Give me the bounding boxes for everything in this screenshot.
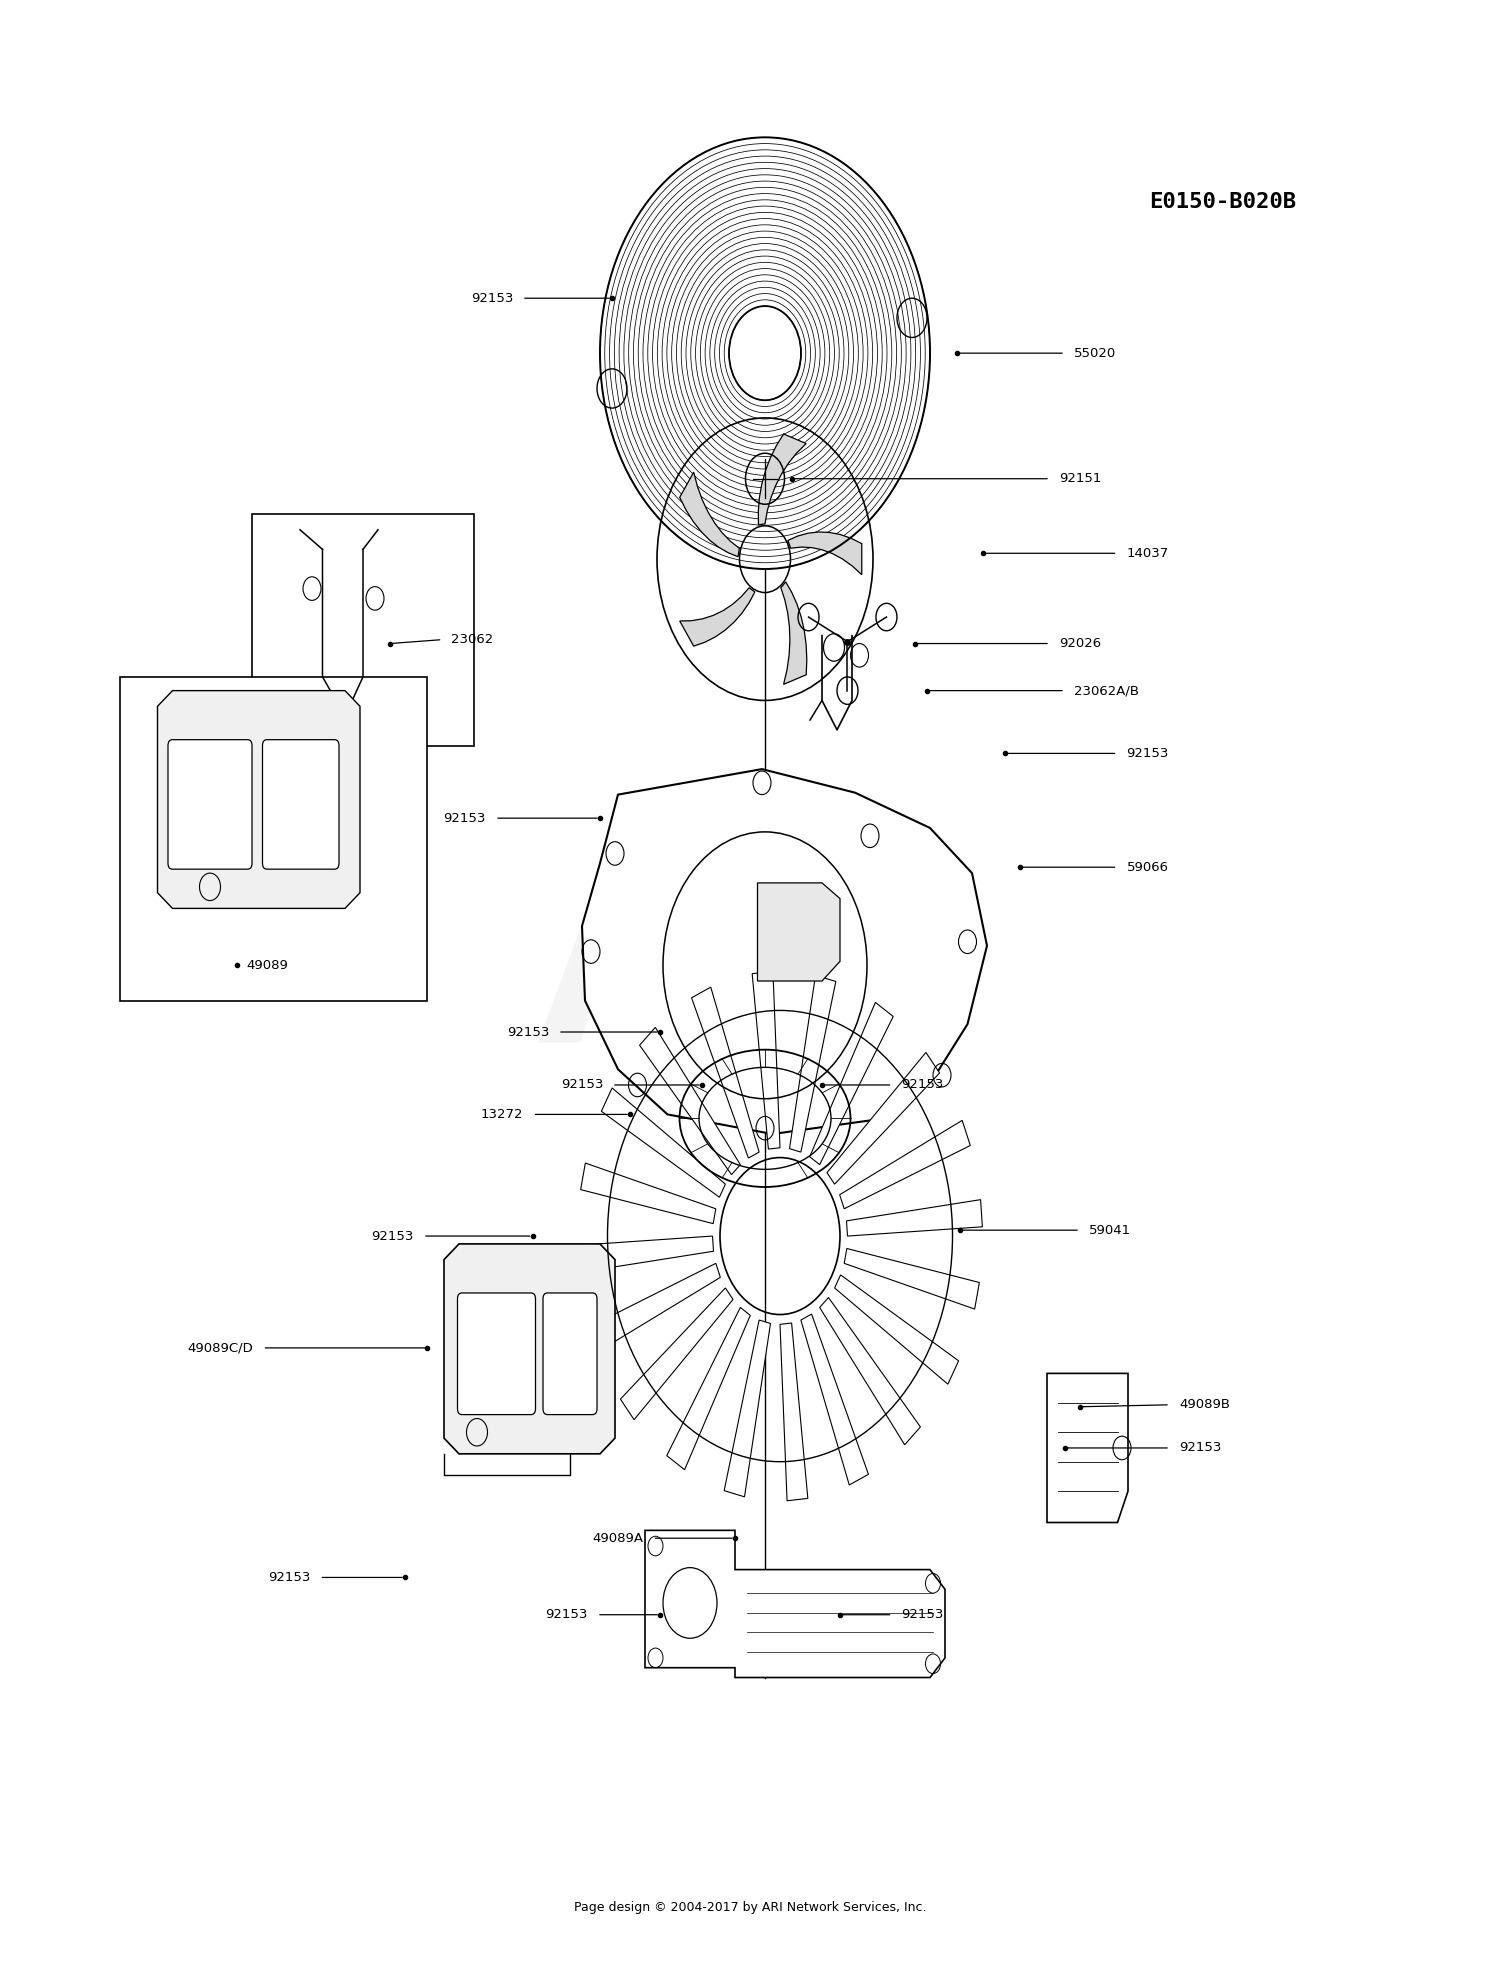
FancyBboxPatch shape [458, 1293, 536, 1415]
Text: 49089A: 49089A [592, 1532, 644, 1544]
Polygon shape [668, 1307, 750, 1470]
Polygon shape [578, 1236, 714, 1273]
Text: 92153: 92153 [546, 1609, 588, 1621]
Polygon shape [621, 1287, 734, 1420]
Text: 92153: 92153 [1126, 748, 1168, 759]
Text: 92153: 92153 [372, 1230, 414, 1242]
Text: 92026: 92026 [1059, 638, 1101, 649]
Polygon shape [692, 987, 759, 1158]
Polygon shape [827, 1052, 939, 1185]
Text: 14037: 14037 [1126, 547, 1168, 559]
Polygon shape [789, 975, 836, 1152]
Polygon shape [680, 473, 740, 557]
Text: 92153: 92153 [471, 292, 513, 304]
Polygon shape [810, 1003, 892, 1165]
Polygon shape [444, 1244, 615, 1454]
Text: 49089B: 49089B [1179, 1399, 1230, 1411]
Polygon shape [639, 1028, 741, 1175]
Polygon shape [752, 971, 780, 1150]
Polygon shape [1047, 1373, 1128, 1523]
Text: ARI: ARI [537, 873, 963, 1089]
Polygon shape [582, 769, 987, 1134]
Polygon shape [758, 883, 840, 981]
FancyBboxPatch shape [262, 740, 339, 869]
Text: 59041: 59041 [1089, 1224, 1131, 1236]
Polygon shape [580, 1163, 716, 1224]
Polygon shape [724, 1320, 771, 1497]
Polygon shape [780, 1322, 808, 1501]
Text: 49089: 49089 [246, 959, 288, 971]
Text: 92153: 92153 [561, 1079, 603, 1091]
Polygon shape [819, 1297, 921, 1444]
Polygon shape [782, 583, 807, 685]
Text: 92153: 92153 [444, 812, 486, 824]
Text: 92151: 92151 [1059, 473, 1101, 485]
Text: 92153: 92153 [507, 1026, 549, 1038]
Text: 49089C/D: 49089C/D [188, 1342, 254, 1354]
Text: 92153: 92153 [902, 1609, 944, 1621]
Polygon shape [834, 1275, 958, 1383]
Polygon shape [158, 691, 360, 908]
Text: 13272: 13272 [482, 1109, 524, 1120]
Text: 59066: 59066 [1126, 861, 1168, 873]
Polygon shape [844, 1248, 980, 1309]
Text: 23062: 23062 [452, 634, 494, 645]
Polygon shape [680, 589, 754, 645]
Polygon shape [788, 532, 862, 575]
Text: 92153: 92153 [902, 1079, 944, 1091]
Polygon shape [840, 1120, 970, 1209]
Bar [120, 677, 427, 1001]
Text: Page design © 2004-2017 by ARI Network Services, Inc.: Page design © 2004-2017 by ARI Network S… [573, 1901, 926, 1913]
Text: 23062A/B: 23062A/B [1074, 685, 1138, 697]
FancyBboxPatch shape [543, 1293, 597, 1415]
Polygon shape [759, 434, 806, 526]
Text: 55020: 55020 [1074, 347, 1116, 359]
Polygon shape [801, 1315, 868, 1485]
Text: 92153: 92153 [1179, 1442, 1221, 1454]
Polygon shape [602, 1089, 726, 1197]
Bar [252, 514, 474, 746]
Polygon shape [846, 1199, 982, 1236]
Text: E0150-B020B: E0150-B020B [1149, 192, 1296, 212]
Text: 92153: 92153 [268, 1572, 310, 1583]
Polygon shape [645, 1530, 945, 1678]
Polygon shape [590, 1264, 720, 1352]
FancyBboxPatch shape [168, 740, 252, 869]
